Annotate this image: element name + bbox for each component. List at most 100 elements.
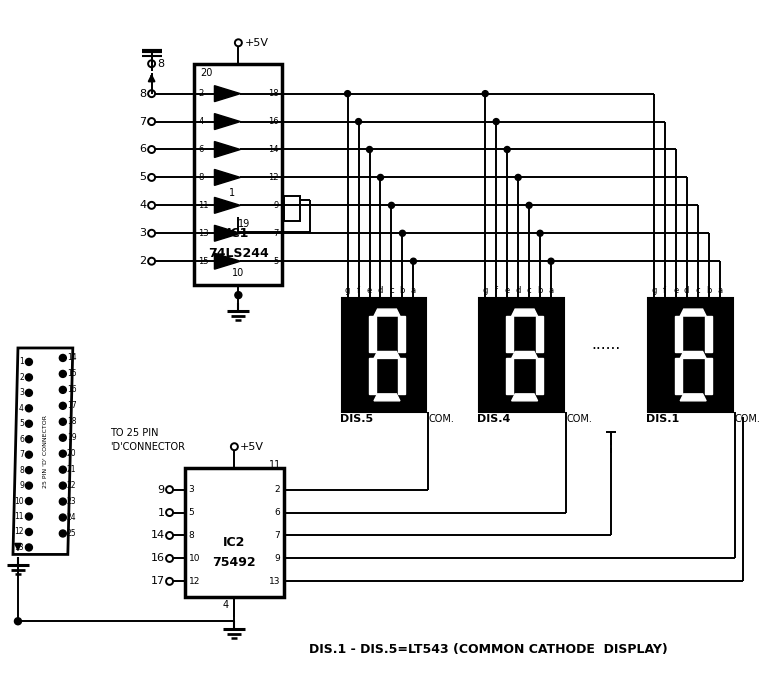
Circle shape bbox=[493, 119, 500, 125]
Text: DIS.4: DIS.4 bbox=[477, 414, 510, 425]
Circle shape bbox=[504, 146, 510, 153]
Text: 11: 11 bbox=[198, 201, 209, 210]
Polygon shape bbox=[214, 253, 240, 269]
Text: 6: 6 bbox=[19, 435, 24, 443]
Text: 3: 3 bbox=[139, 228, 147, 238]
Text: 5: 5 bbox=[273, 256, 278, 266]
Polygon shape bbox=[506, 358, 513, 394]
Polygon shape bbox=[680, 394, 706, 401]
Text: IC1: IC1 bbox=[227, 227, 249, 240]
Text: 19: 19 bbox=[238, 219, 250, 230]
Text: 18: 18 bbox=[268, 89, 278, 98]
Text: IC2: IC2 bbox=[223, 536, 246, 549]
Circle shape bbox=[60, 498, 67, 505]
Text: f: f bbox=[495, 286, 498, 294]
Circle shape bbox=[60, 386, 67, 394]
Text: 20: 20 bbox=[67, 449, 76, 458]
Circle shape bbox=[60, 418, 67, 425]
Circle shape bbox=[25, 451, 32, 458]
Text: 4: 4 bbox=[139, 200, 147, 211]
Circle shape bbox=[25, 358, 32, 365]
Text: +5V: +5V bbox=[239, 441, 263, 452]
Text: 1: 1 bbox=[230, 188, 236, 198]
Bar bbox=[285, 196, 300, 221]
Polygon shape bbox=[374, 309, 400, 316]
Polygon shape bbox=[680, 352, 706, 358]
Polygon shape bbox=[214, 113, 240, 130]
Text: 9: 9 bbox=[273, 201, 278, 210]
Polygon shape bbox=[512, 394, 538, 401]
Text: 23: 23 bbox=[67, 497, 76, 506]
Text: e: e bbox=[505, 286, 509, 294]
Text: 8: 8 bbox=[158, 59, 164, 69]
Text: e: e bbox=[673, 286, 679, 294]
Text: 13: 13 bbox=[269, 577, 280, 586]
Circle shape bbox=[25, 421, 32, 427]
Text: ......: ...... bbox=[591, 338, 620, 352]
Text: 24: 24 bbox=[67, 513, 76, 522]
Text: COM.: COM. bbox=[566, 414, 592, 425]
Text: 11: 11 bbox=[15, 512, 24, 521]
Text: a: a bbox=[717, 286, 722, 294]
Text: 8: 8 bbox=[198, 173, 203, 182]
Text: 15: 15 bbox=[67, 369, 76, 379]
Text: 11: 11 bbox=[269, 460, 282, 470]
Text: 7: 7 bbox=[275, 531, 280, 540]
Circle shape bbox=[60, 434, 67, 441]
Text: 8: 8 bbox=[19, 466, 24, 475]
Polygon shape bbox=[214, 225, 240, 241]
Text: 6: 6 bbox=[275, 508, 280, 517]
Text: 4: 4 bbox=[223, 600, 229, 610]
Text: 74LS244: 74LS244 bbox=[208, 247, 269, 260]
Text: 7: 7 bbox=[19, 450, 24, 459]
Text: 9: 9 bbox=[158, 485, 164, 495]
Text: 12: 12 bbox=[268, 173, 278, 182]
Text: g: g bbox=[651, 286, 656, 294]
Circle shape bbox=[25, 436, 32, 443]
Text: 7: 7 bbox=[139, 117, 147, 127]
Polygon shape bbox=[536, 315, 543, 352]
Circle shape bbox=[356, 119, 362, 125]
Circle shape bbox=[25, 482, 32, 489]
Text: 9: 9 bbox=[19, 481, 24, 490]
Text: 17: 17 bbox=[67, 402, 76, 410]
Polygon shape bbox=[214, 197, 240, 213]
Text: 19: 19 bbox=[67, 433, 76, 442]
Circle shape bbox=[60, 354, 67, 361]
Text: b: b bbox=[537, 286, 542, 294]
Polygon shape bbox=[680, 309, 706, 316]
Text: 12: 12 bbox=[15, 527, 24, 537]
Text: d: d bbox=[378, 286, 383, 294]
Text: 22: 22 bbox=[67, 481, 76, 490]
Text: d: d bbox=[684, 286, 689, 294]
Text: 2: 2 bbox=[19, 373, 24, 382]
Text: 2: 2 bbox=[139, 256, 147, 266]
Polygon shape bbox=[399, 315, 405, 352]
Circle shape bbox=[399, 230, 405, 236]
Circle shape bbox=[526, 202, 532, 209]
Text: g: g bbox=[345, 286, 350, 294]
Polygon shape bbox=[512, 352, 538, 358]
Bar bbox=[184, 468, 285, 597]
Text: 15: 15 bbox=[198, 256, 209, 266]
Circle shape bbox=[25, 513, 32, 520]
Polygon shape bbox=[369, 315, 376, 352]
Circle shape bbox=[60, 482, 67, 489]
Text: COM.: COM. bbox=[734, 414, 760, 425]
Circle shape bbox=[548, 259, 554, 264]
Circle shape bbox=[25, 374, 32, 381]
Circle shape bbox=[25, 389, 32, 396]
Text: c: c bbox=[527, 286, 532, 294]
Text: 3: 3 bbox=[188, 485, 194, 494]
Polygon shape bbox=[536, 358, 543, 394]
Text: 4: 4 bbox=[198, 117, 203, 126]
Circle shape bbox=[60, 530, 67, 537]
Text: 17: 17 bbox=[151, 576, 164, 587]
Text: 5: 5 bbox=[19, 419, 24, 428]
Text: 25: 25 bbox=[67, 529, 76, 538]
Polygon shape bbox=[374, 394, 400, 401]
Text: 18: 18 bbox=[67, 417, 76, 427]
Text: c: c bbox=[695, 286, 700, 294]
Circle shape bbox=[482, 90, 488, 97]
Text: 10: 10 bbox=[188, 554, 200, 563]
